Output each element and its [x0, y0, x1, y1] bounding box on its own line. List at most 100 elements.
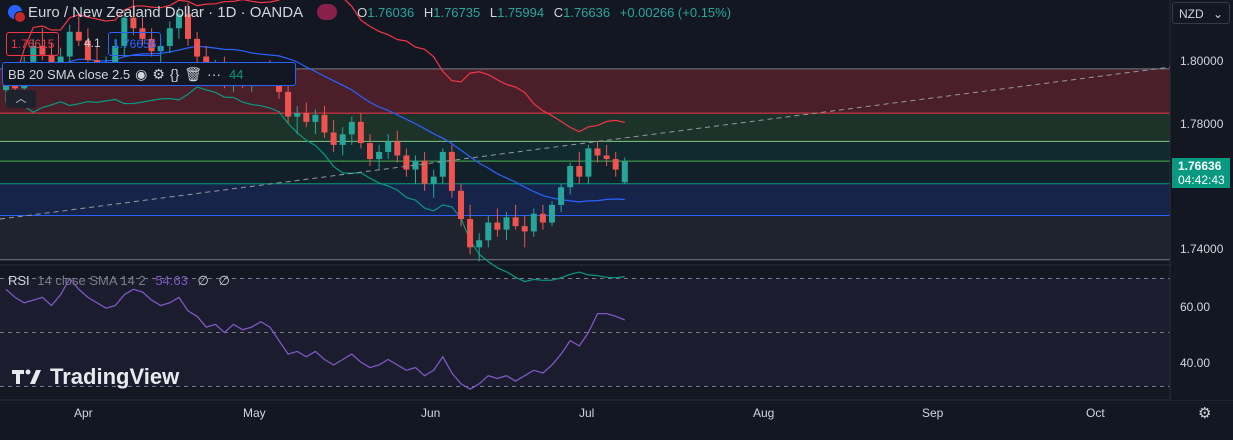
- candle-body: [303, 113, 310, 122]
- bb-basis-line: [5, 45, 625, 203]
- rsi-empty-1: ∅: [197, 273, 209, 288]
- candle-body: [539, 213, 546, 223]
- candle-body: [312, 114, 319, 122]
- candle-body: [403, 155, 410, 170]
- price-axis[interactable]: [1171, 0, 1233, 400]
- delete-icon[interactable]: 🗑: [184, 65, 203, 82]
- collapse-legend-button[interactable]: ︿: [6, 90, 36, 108]
- candle-body: [512, 217, 519, 227]
- candle-body: [139, 28, 146, 39]
- candle-body: [30, 45, 37, 62]
- time-label: May: [243, 406, 266, 420]
- current-price: 1.76636: [1178, 159, 1222, 173]
- sell-button[interactable]: 1.76615: [6, 32, 60, 56]
- open-label: O: [357, 4, 368, 20]
- candle-body: [421, 160, 428, 184]
- candle-body: [357, 121, 364, 144]
- rsi-indicator-legend[interactable]: RSI 14 close SMA 14 2 54.63 ∅ ∅: [8, 273, 230, 289]
- candle-body: [576, 166, 583, 177]
- candle-body: [467, 219, 474, 248]
- bb-value: 44: [229, 66, 244, 82]
- trend-line: [0, 66, 1171, 220]
- high-label: H: [423, 4, 434, 20]
- candle-body: [39, 45, 46, 55]
- price-label: 1.78000: [1180, 117, 1224, 131]
- rsi-line: [5, 277, 626, 390]
- candle-body: [367, 143, 373, 159]
- rsi-axis-label: 60.00: [1180, 300, 1211, 314]
- eye-icon[interactable]: ◉: [135, 65, 148, 82]
- currency-value: NZD: [1179, 7, 1204, 21]
- candle-body: [439, 151, 446, 177]
- candle-body: [385, 141, 392, 152]
- candle-body: [175, 14, 182, 29]
- change-value: +0.00266 (+0.15%): [619, 4, 732, 20]
- time-label: Aug: [753, 406, 775, 420]
- candle-body: [84, 40, 91, 61]
- candle-body: [112, 45, 119, 64]
- time-label: Jun: [421, 406, 441, 420]
- candle-body: [75, 31, 82, 41]
- tv-logo-icon: [12, 369, 41, 384]
- bb-upper-line: [5, 0, 625, 133]
- more-icon[interactable]: ···: [207, 66, 222, 82]
- rsi-value: 54.63: [155, 273, 188, 288]
- candle-body: [121, 17, 128, 46]
- bb-indicator-legend[interactable]: BB 20 SMA close 2.5 ◉ ⚙ {} 🗑 ··· 44: [2, 62, 296, 86]
- candle-body: [503, 217, 510, 230]
- bb-label: BB 20 SMA close 2.5: [8, 66, 131, 82]
- alert-badge-icon[interactable]: [317, 4, 338, 20]
- settings-icon[interactable]: ⚙: [152, 65, 165, 82]
- candle-body: [394, 141, 401, 156]
- time-label: Apr: [74, 406, 93, 420]
- candle-body: [321, 114, 328, 133]
- buy-button[interactable]: 1.76656: [108, 32, 162, 56]
- candle-body: [148, 38, 155, 52]
- fib-zone: [0, 113, 1170, 142]
- candle-body: [166, 28, 173, 46]
- candle-body: [585, 148, 592, 177]
- bb-lower-line: [5, 86, 625, 283]
- candle-body: [485, 222, 492, 241]
- currency-select[interactable]: NZD ⌄: [1172, 2, 1230, 24]
- time-label: Sep: [922, 406, 944, 420]
- candle-body: [194, 38, 201, 57]
- chevron-up-icon: ︿: [15, 93, 27, 105]
- fib-zone: [0, 183, 1170, 216]
- fib-zone: [0, 141, 1170, 162]
- rsi-empty-2: ∅: [218, 273, 230, 288]
- candle-body: [558, 187, 565, 205]
- fib-zone: [0, 215, 1170, 260]
- candle-body: [376, 151, 383, 159]
- rsi-params: 14 close SMA 14 2: [37, 273, 146, 288]
- candle-body: [285, 91, 292, 117]
- candle-body: [567, 166, 574, 188]
- bar-countdown: 04:42:43: [1178, 173, 1225, 187]
- rsi-label: RSI: [8, 273, 30, 288]
- symbol-header: Euro / New Zealand Dollar · 1D · OANDA O…: [0, 0, 731, 24]
- candle-body: [3, 83, 9, 91]
- low-label: L: [489, 4, 498, 20]
- candle-body: [294, 113, 301, 117]
- candle-body: [348, 121, 355, 135]
- candle-body: [130, 17, 137, 29]
- candle-body: [185, 14, 191, 39]
- ohlc-readout: O1.76036 H1.76735 L1.75994 C1.76636 +0.0…: [351, 5, 731, 20]
- candle-body: [339, 134, 346, 145]
- fib-zone: [0, 161, 1170, 184]
- symbol-title[interactable]: Euro / New Zealand Dollar · 1D · OANDA: [28, 3, 304, 21]
- low-value: 1.75994: [497, 4, 545, 20]
- candle-body: [521, 226, 528, 232]
- chevron-down-icon: ⌄: [1212, 7, 1223, 21]
- candle-body: [330, 132, 337, 145]
- candle-body: [448, 151, 455, 191]
- candle-body: [530, 213, 537, 232]
- candle-body: [612, 159, 619, 170]
- time-label: Jul: [579, 406, 595, 420]
- close-value: 1.76636: [563, 4, 611, 20]
- source-code-icon[interactable]: {}: [169, 66, 180, 82]
- spread-value: 4.1: [84, 36, 101, 50]
- open-value: 1.76036: [367, 4, 415, 20]
- settings-gear-icon[interactable]: ⚙: [1198, 405, 1212, 422]
